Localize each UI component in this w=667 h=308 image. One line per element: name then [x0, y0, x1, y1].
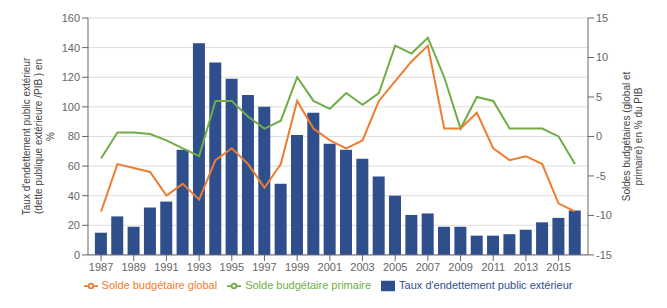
- svg-text:2009: 2009: [448, 261, 472, 273]
- svg-text:Taux d'endettement public exté: Taux d'endettement public extérieur(dett…: [21, 57, 56, 215]
- html-text:Solde budgétaire global: Solde budgétaire global: [101, 278, 218, 291]
- svg-text:2007: 2007: [416, 261, 440, 273]
- svg-text:120: 120: [62, 71, 80, 83]
- svg-text:2013: 2013: [514, 261, 538, 273]
- svg-text:1999: 1999: [285, 261, 309, 273]
- svg-text:2015: 2015: [546, 261, 570, 273]
- svg-text:2003: 2003: [350, 261, 374, 273]
- svg-text:-5: -5: [596, 170, 606, 182]
- svg-text:40: 40: [68, 190, 80, 202]
- svg-text:2011: 2011: [481, 261, 505, 273]
- svg-text:1997: 1997: [252, 261, 276, 273]
- svg-text:0: 0: [596, 130, 602, 142]
- svg-text:1993: 1993: [187, 261, 211, 273]
- svg-text:2005: 2005: [383, 261, 407, 273]
- svg-text:1991: 1991: [154, 261, 178, 273]
- svg-text:15: 15: [596, 12, 608, 24]
- svg-text:10: 10: [596, 51, 608, 63]
- svg-text:60: 60: [68, 160, 80, 172]
- html-text:Taux d'endettement public exté: Taux d'endettement public extérieur: [399, 278, 573, 291]
- svg-text:0: 0: [74, 249, 80, 261]
- svg-text:1995: 1995: [220, 261, 244, 273]
- svg-text:140: 140: [62, 42, 80, 54]
- svg-text:-15: -15: [596, 249, 612, 261]
- svg-text:2001: 2001: [318, 261, 342, 273]
- svg-text:80: 80: [68, 130, 80, 142]
- svg-text:1987: 1987: [89, 261, 113, 273]
- svg-text:5: 5: [596, 91, 602, 103]
- svg-text:100: 100: [62, 101, 80, 113]
- svg-text:1989: 1989: [122, 261, 146, 273]
- svg-text:Soldes budgétaires (global etp: Soldes budgétaires (global etprimaire) e…: [621, 71, 644, 201]
- svg-text:20: 20: [68, 219, 80, 231]
- svg-text:160: 160: [62, 12, 80, 24]
- html-text:Solde budgétaire primaire: Solde budgétaire primaire: [245, 278, 372, 291]
- svg-text:-10: -10: [596, 209, 612, 221]
